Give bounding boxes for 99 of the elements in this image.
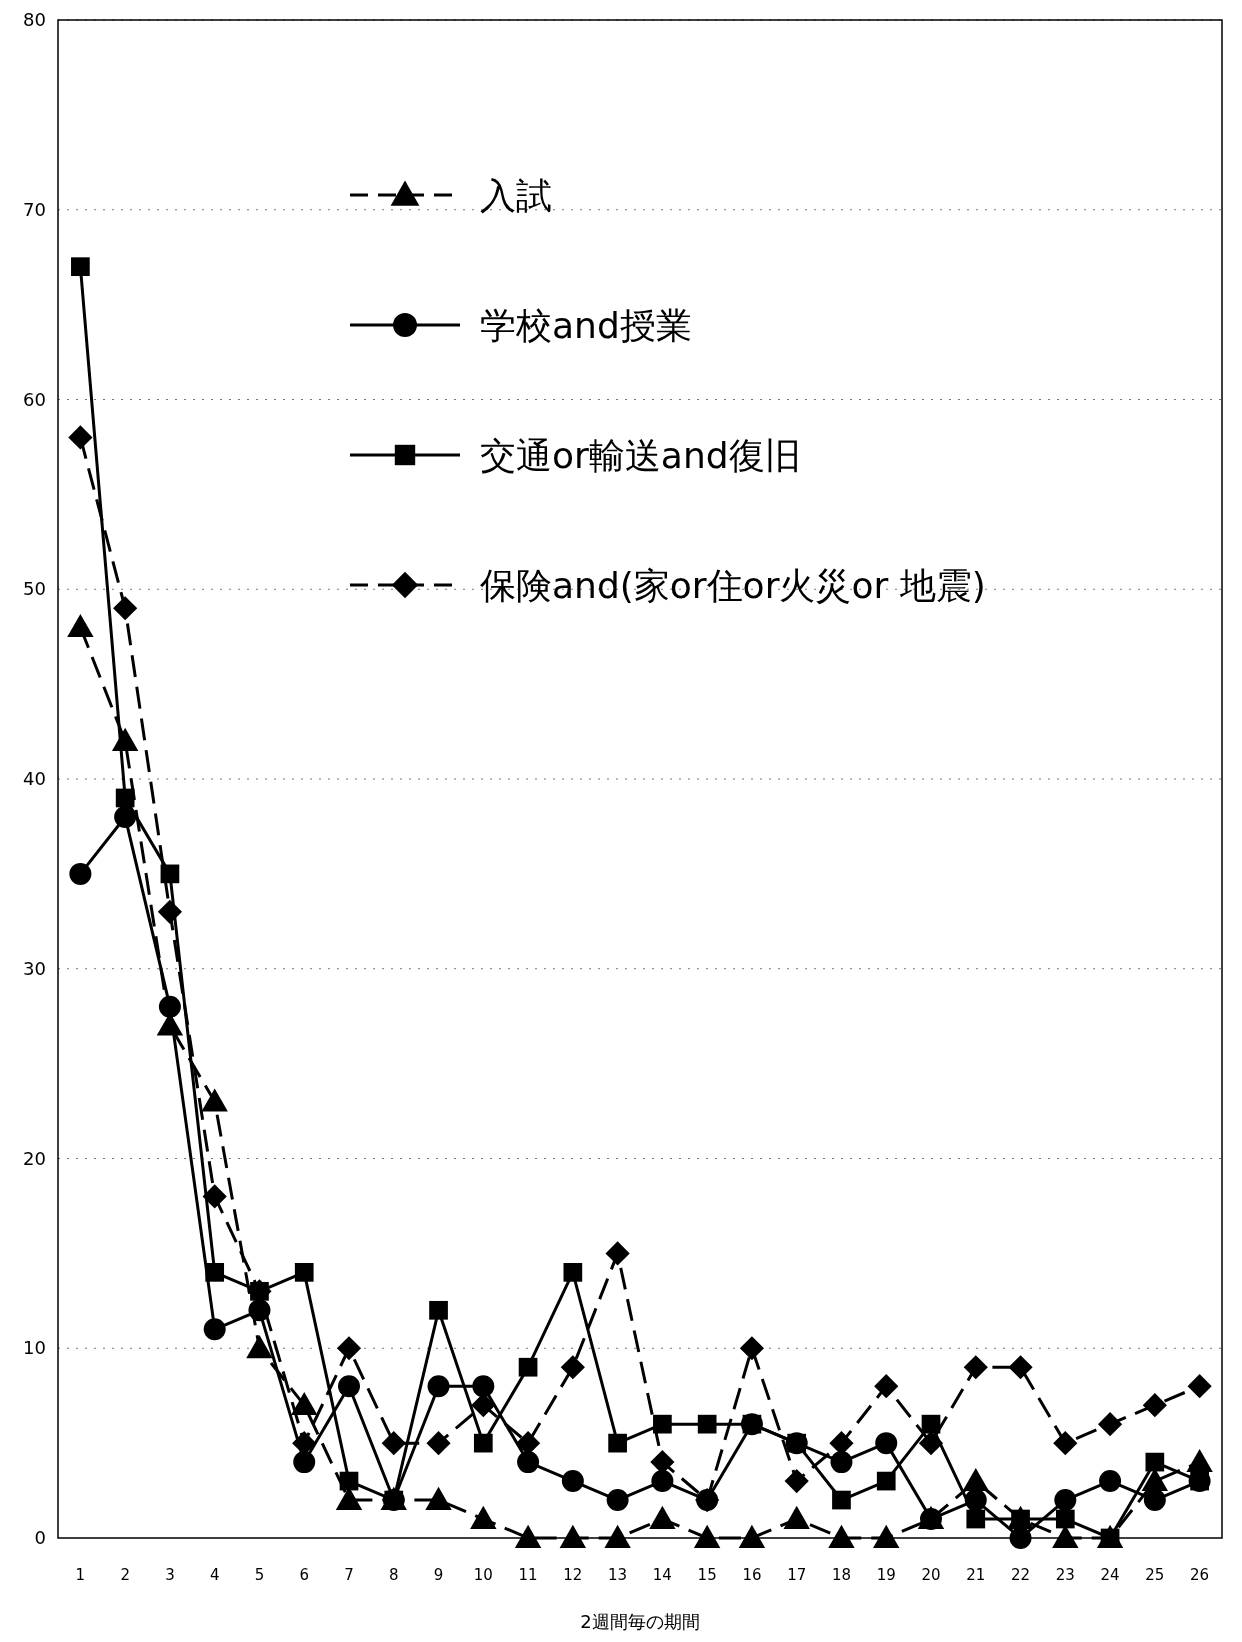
y-tick-label: 40 [23,768,46,789]
y-tick-label: 30 [23,957,46,979]
point [158,995,181,1018]
x-tick-label: 9 [433,1566,444,1584]
point [339,1471,359,1491]
point [293,1451,316,1474]
point [336,1336,362,1361]
point [561,1470,584,1493]
x-tick-label: 21 [966,1566,986,1584]
y-tick-label: 10 [23,1337,46,1359]
x-tick-label: 25 [1145,1566,1165,1584]
x-tick-label: 7 [344,1566,354,1584]
point [114,805,137,828]
point [1143,1489,1166,1512]
x-tick-label: 4 [209,1566,220,1584]
legend-label: 保険and(家or住or火災or 地震) [480,565,986,606]
point [71,257,90,277]
y-tick-label: 80 [23,9,46,30]
point [202,1184,227,1209]
point [697,1414,717,1434]
y-tick-label: 0 [34,1527,46,1548]
x-tick-label: 19 [876,1566,896,1584]
point [832,1490,851,1510]
point [113,596,138,621]
point [205,1263,225,1282]
point [918,1431,944,1456]
x-tick-label: 22 [1010,1566,1031,1584]
point [784,1468,809,1494]
point [473,1433,493,1453]
x-tick-label: 14 [652,1566,672,1584]
point [653,1414,672,1434]
x-tick-label: 3 [165,1566,175,1584]
x-tick-label: 8 [389,1566,399,1584]
point [1009,1527,1032,1549]
point [875,1432,898,1455]
x-tick-label: 12 [563,1566,583,1584]
point [876,1471,896,1491]
point [966,1509,986,1529]
y-tick-label: 60 [23,388,46,410]
point [963,1355,988,1380]
point [1187,1374,1212,1399]
point [157,899,183,924]
x-tick-label: 24 [1100,1566,1120,1584]
point [67,614,94,638]
point [563,1263,583,1282]
point [338,1375,360,1398]
point [69,862,92,885]
point [1099,1470,1122,1493]
x-tick-label: 23 [1055,1566,1075,1584]
x-tick-label: 11 [518,1566,538,1584]
point [429,1300,448,1320]
point [874,1374,899,1399]
x-tick-label: 2 [120,1566,130,1584]
point [203,1318,226,1341]
x-tick-label: 10 [473,1566,493,1584]
point [830,1451,853,1474]
point [560,1355,585,1380]
point [381,1431,406,1456]
point [1054,1489,1077,1512]
point [739,1336,765,1361]
x-tick-label: 17 [787,1566,807,1584]
y-tick-label: 70 [23,198,46,220]
point [1053,1431,1078,1456]
point [294,1263,314,1282]
point [1008,1355,1033,1380]
point [518,1357,538,1377]
x-tick-label: 16 [742,1566,762,1584]
point [517,1451,540,1474]
point [291,1391,318,1416]
x-tick-label: 1 [75,1566,86,1584]
point [427,1375,450,1398]
point [115,788,135,808]
legend-label: 交通or輸送and復旧 [480,435,801,476]
legend-label: 学校and授業 [480,305,692,346]
point [472,1375,495,1398]
point [605,1241,630,1266]
point [1142,1393,1167,1418]
legend-label: 入試 [480,175,552,216]
x-tick-label: 5 [254,1566,265,1584]
point [246,1335,273,1359]
x-tick-label: 20 [921,1566,941,1584]
point [68,425,93,450]
x-tick-label: 15 [697,1566,717,1584]
x-tick-label: 18 [831,1566,852,1584]
x-tick-label: 26 [1190,1566,1210,1584]
y-tick-label: 20 [23,1147,46,1169]
point [1097,1412,1123,1437]
point [651,1470,674,1493]
x-tick-label: 6 [299,1566,309,1584]
y-tick-label: 50 [23,578,46,600]
point [201,1088,228,1112]
point [1055,1509,1075,1529]
x-axis-title: 2週間毎の期間 [580,1611,700,1632]
x-tick-label: 13 [608,1566,628,1584]
point [426,1431,451,1456]
point [1145,1452,1165,1472]
point [606,1489,629,1512]
point [608,1433,627,1453]
point [471,1393,496,1418]
